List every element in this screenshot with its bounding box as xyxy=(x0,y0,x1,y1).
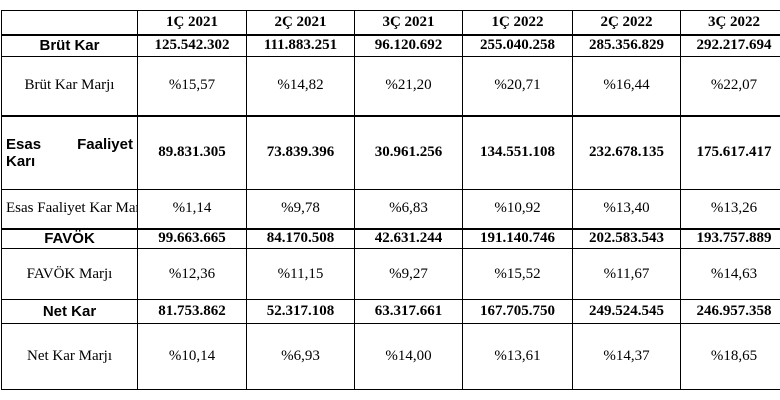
table-cell: 191.140.746 xyxy=(462,227,573,249)
table-cell: %14,37 xyxy=(572,323,681,390)
table-cell: %16,44 xyxy=(572,56,681,116)
row-label-line1: Esas Faaliyet xyxy=(6,136,133,153)
table-cell: %21,20 xyxy=(354,56,463,116)
table-cell: %14,00 xyxy=(354,323,463,390)
table-cell: 249.524.545 xyxy=(572,299,681,324)
table-cell: %11,67 xyxy=(572,248,681,300)
table-row-net-kar-marji: Net Kar Marjı %10,14 %6,93 %14,00 %13,61… xyxy=(1,323,780,390)
header-cell-1q-2022: 1Ç 2022 xyxy=(462,10,573,36)
table-cell: 167.705.750 xyxy=(462,299,573,324)
table-cell: %18,65 xyxy=(680,323,780,390)
table-cell: 111.883.251 xyxy=(246,34,355,57)
table-cell: 99.663.665 xyxy=(137,227,247,249)
table-cell: 96.120.692 xyxy=(354,34,463,57)
table-cell: %14,63 xyxy=(680,248,780,300)
table-cell: 202.583.543 xyxy=(572,227,681,249)
table-cell: 81.753.862 xyxy=(137,299,247,324)
row-label: FAVÖK Marjı xyxy=(1,248,138,300)
header-cell-2q-2022: 2Ç 2022 xyxy=(572,10,681,36)
row-label: FAVÖK xyxy=(1,227,138,249)
row-label: Brüt Kar xyxy=(1,34,138,57)
table-cell: 42.631.244 xyxy=(354,227,463,249)
table-cell: %6,83 xyxy=(354,189,463,229)
table-cell: %10,14 xyxy=(137,323,247,390)
table-cell: 63.317.661 xyxy=(354,299,463,324)
row-label: Net Kar xyxy=(1,299,138,324)
table-row-favok: FAVÖK 99.663.665 84.170.508 42.631.244 1… xyxy=(1,227,780,249)
table-cell: %20,71 xyxy=(462,56,573,116)
table-cell: 73.839.396 xyxy=(246,114,355,190)
table-cell: 285.356.829 xyxy=(572,34,681,57)
table-cell: %12,36 xyxy=(137,248,247,300)
table-cell: 30.961.256 xyxy=(354,114,463,190)
table-cell: 292.217.694 xyxy=(680,34,780,57)
table-cell: %13,61 xyxy=(462,323,573,390)
table-cell: 134.551.108 xyxy=(462,114,573,190)
table-cell: 89.831.305 xyxy=(137,114,247,190)
table-cell: %14,82 xyxy=(246,56,355,116)
table-cell: %15,57 xyxy=(137,56,247,116)
table-cell: %13,26 xyxy=(680,189,780,229)
financial-table: 1Ç 2021 2Ç 2021 3Ç 2021 1Ç 2022 2Ç 2022 … xyxy=(1,10,780,390)
table-cell: 193.757.889 xyxy=(680,227,780,249)
table-cell: %10,92 xyxy=(462,189,573,229)
row-label: Esas Faaliyet Karı xyxy=(1,114,138,190)
table-row-esas-faaliyet-kar-marji: Esas Faaliyet Kar Marjı %1,14 %9,78 %6,8… xyxy=(1,189,780,229)
row-label: Esas Faaliyet Kar Marjı xyxy=(1,189,138,229)
table-cell: 84.170.508 xyxy=(246,227,355,249)
table-row-favok-marji: FAVÖK Marjı %12,36 %11,15 %9,27 %15,52 %… xyxy=(1,248,780,300)
header-cell-2q-2021: 2Ç 2021 xyxy=(246,10,355,36)
row-label: Net Kar Marjı xyxy=(1,323,138,390)
header-cell-3q-2021: 3Ç 2021 xyxy=(354,10,463,36)
header-cell-1q-2021: 1Ç 2021 xyxy=(137,10,247,36)
table-cell: %9,78 xyxy=(246,189,355,229)
table-cell: 125.542.302 xyxy=(137,34,247,57)
table-cell: 52.317.108 xyxy=(246,299,355,324)
table-cell: %1,14 xyxy=(137,189,247,229)
table-cell: %6,93 xyxy=(246,323,355,390)
table-cell: %22,07 xyxy=(680,56,780,116)
row-label: Brüt Kar Marjı xyxy=(1,56,138,116)
row-label-line2: Karı xyxy=(6,152,36,170)
table-cell: 175.617.417 xyxy=(680,114,780,190)
table-row-brut-kar: Brüt Kar 125.542.302 111.883.251 96.120.… xyxy=(1,34,780,57)
table-row-net-kar: Net Kar 81.753.862 52.317.108 63.317.661… xyxy=(1,299,780,324)
row-label-word: Esas xyxy=(6,135,42,153)
header-cell-3q-2022: 3Ç 2022 xyxy=(680,10,780,36)
table-row-esas-faaliyet-kari: Esas Faaliyet Karı 89.831.305 73.839.396… xyxy=(1,114,780,190)
table-cell: 255.040.258 xyxy=(462,34,573,57)
table-cell: %9,27 xyxy=(354,248,463,300)
table-cell: %11,15 xyxy=(246,248,355,300)
table-cell: 246.957.358 xyxy=(680,299,780,324)
header-cell-empty xyxy=(1,10,138,36)
table-row-brut-kar-marji: Brüt Kar Marjı %15,57 %14,82 %21,20 %20,… xyxy=(1,56,780,116)
table-cell: %13,40 xyxy=(572,189,681,229)
table-cell: %15,52 xyxy=(462,248,573,300)
table-cell: 232.678.135 xyxy=(572,114,681,190)
row-label-word: Faaliyet xyxy=(77,135,133,153)
header-row: 1Ç 2021 2Ç 2021 3Ç 2021 1Ç 2022 2Ç 2022 … xyxy=(1,10,780,36)
